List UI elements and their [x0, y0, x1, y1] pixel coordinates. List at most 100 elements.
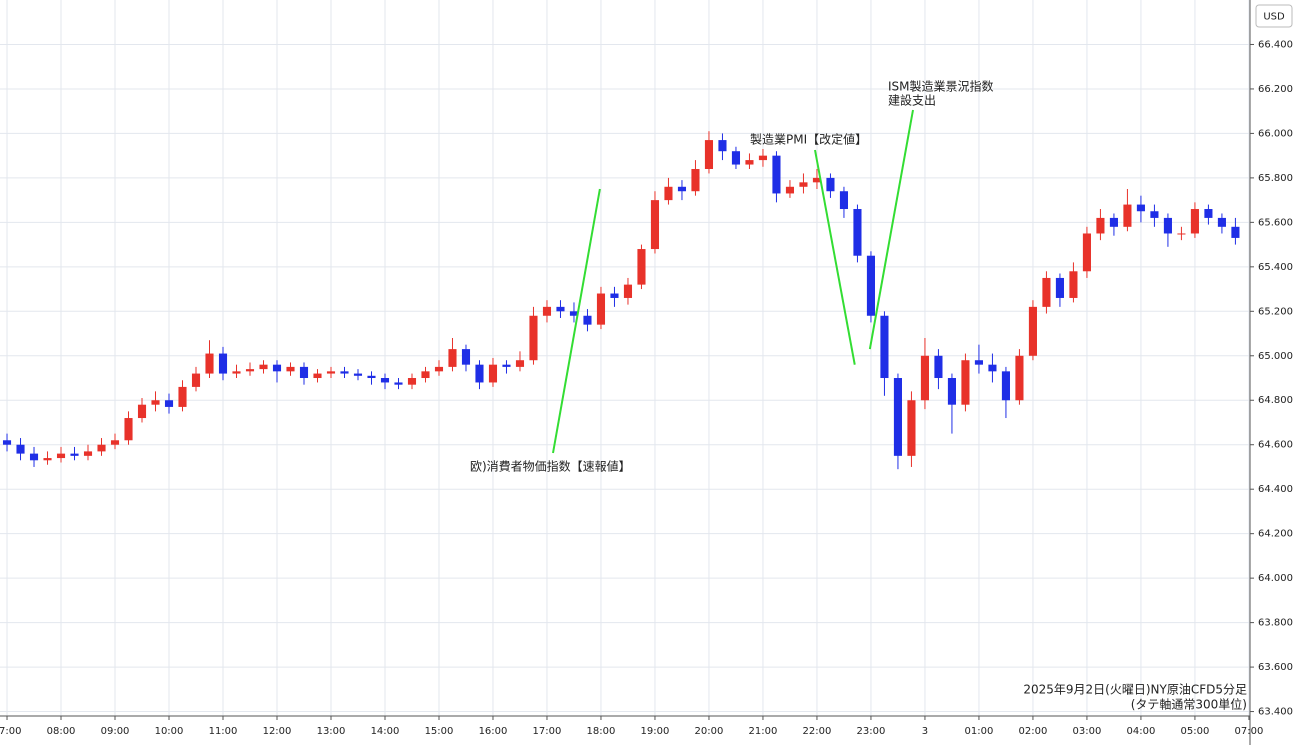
candle-body: [1190, 209, 1199, 234]
candle-body: [1231, 226, 1240, 238]
y-tick-label: 63.600: [1258, 662, 1293, 673]
x-tick-label: 21:00: [749, 726, 778, 737]
candle-body: [218, 353, 228, 374]
candle-body: [448, 349, 457, 367]
candle-body: [1055, 277, 1064, 298]
candle-body: [407, 378, 417, 385]
annotation-text: 製造業PMI【改定値】: [750, 132, 867, 147]
x-tick-label: 3: [922, 726, 928, 737]
x-tick-label: 20:00: [695, 726, 724, 737]
candle-body: [772, 155, 781, 194]
candle-body: [340, 371, 349, 374]
annotation-text: 建設支出: [888, 93, 936, 108]
candle-body: [353, 373, 363, 376]
y-tick-label: 66.400: [1258, 39, 1293, 50]
candle-body: [745, 160, 754, 165]
candles: [2, 131, 1240, 470]
currency: USD: [1263, 12, 1285, 23]
candle-body: [502, 364, 511, 367]
x-tick-label: 12:00: [263, 726, 292, 737]
x-tick-label: 05:00: [1181, 726, 1210, 737]
candle-body: [97, 444, 106, 452]
candle-body: [110, 440, 120, 445]
candle-body: [731, 151, 741, 165]
candle-body: [191, 373, 201, 387]
y-tick-label: 64.200: [1258, 529, 1293, 540]
annotation-text: 欧)消費者物価指数【速報値】: [470, 459, 631, 474]
candle-body: [758, 155, 768, 161]
candle-body: [866, 255, 875, 316]
annotation-line: [868, 109, 914, 350]
candle-body: [205, 353, 214, 374]
candle-body: [961, 360, 970, 405]
candle-body: [907, 400, 916, 456]
candle-body: [272, 364, 282, 372]
x-tick-label: 01:00: [965, 726, 994, 737]
y-tick-label: 64.000: [1258, 573, 1293, 584]
candle-body: [934, 355, 943, 379]
x-tick-label: 07:00: [1235, 726, 1264, 737]
candle-body: [920, 355, 929, 401]
candle-body: [569, 311, 579, 316]
x-tick-label: 09:00: [101, 726, 130, 737]
x-tick-label: 22:00: [803, 726, 832, 737]
candle-body: [1217, 217, 1226, 227]
footer: 2025年9月2日(火曜日)NY原油CFD5分足: [1023, 683, 1247, 697]
x-tick-label: 03:00: [1073, 726, 1102, 737]
candle-body: [286, 366, 295, 372]
candle-body: [1163, 217, 1172, 234]
y-tick-label: 65.600: [1258, 217, 1293, 228]
candle-body: [785, 186, 795, 194]
candle-body: [299, 366, 309, 379]
candle-body: [880, 315, 889, 379]
annotation-line: [814, 149, 856, 365]
candle-body: [43, 458, 52, 461]
candle-body: [650, 200, 660, 250]
candle-body: [313, 373, 322, 379]
candle-body: [56, 453, 66, 459]
candle-body: [826, 177, 835, 192]
x-tick-label: 17:00: [533, 726, 562, 737]
candle-body: [137, 404, 147, 419]
candle-body: [677, 186, 687, 192]
candle-body: [326, 371, 336, 374]
candle-body: [83, 451, 93, 456]
x-tick-label: 04:00: [1127, 726, 1156, 737]
x-tick-label: 07:00: [0, 726, 21, 737]
candle-body: [394, 382, 403, 385]
x-tick-label: 19:00: [641, 726, 670, 737]
candle-body: [164, 400, 174, 407]
candle-body: [259, 364, 268, 370]
candle-body: [70, 453, 79, 456]
y-tick-label: 66.200: [1258, 84, 1293, 95]
y-tick-label: 66.000: [1258, 128, 1293, 139]
y-tick-label: 64.800: [1258, 395, 1293, 406]
y-tick-label: 63.800: [1258, 618, 1293, 629]
candle-body: [556, 306, 565, 312]
candle-body: [151, 400, 160, 405]
x-tick-label: 18:00: [587, 726, 616, 737]
candle-body: [988, 364, 997, 372]
candle-body: [245, 369, 255, 372]
candle-body: [1204, 209, 1213, 218]
candle-body: [947, 378, 956, 405]
x-tick-label: 08:00: [47, 726, 76, 737]
annotation-line: [552, 188, 601, 454]
candle-body: [1042, 277, 1051, 307]
candle-body: [1001, 371, 1010, 401]
y-tick-label: 63.400: [1258, 707, 1293, 718]
candle-body: [853, 209, 862, 256]
candle-body: [610, 293, 619, 298]
candle-body: [1028, 306, 1037, 356]
candle-body: [1136, 204, 1145, 212]
candle-body: [515, 360, 525, 367]
candle-body: [893, 378, 902, 456]
y-tick-label: 64.600: [1258, 440, 1293, 451]
x-tick-label: 23:00: [857, 726, 886, 737]
grid: [0, 0, 1250, 716]
y-tick-label: 65.000: [1258, 351, 1293, 362]
x-tick-label: 10:00: [155, 726, 184, 737]
